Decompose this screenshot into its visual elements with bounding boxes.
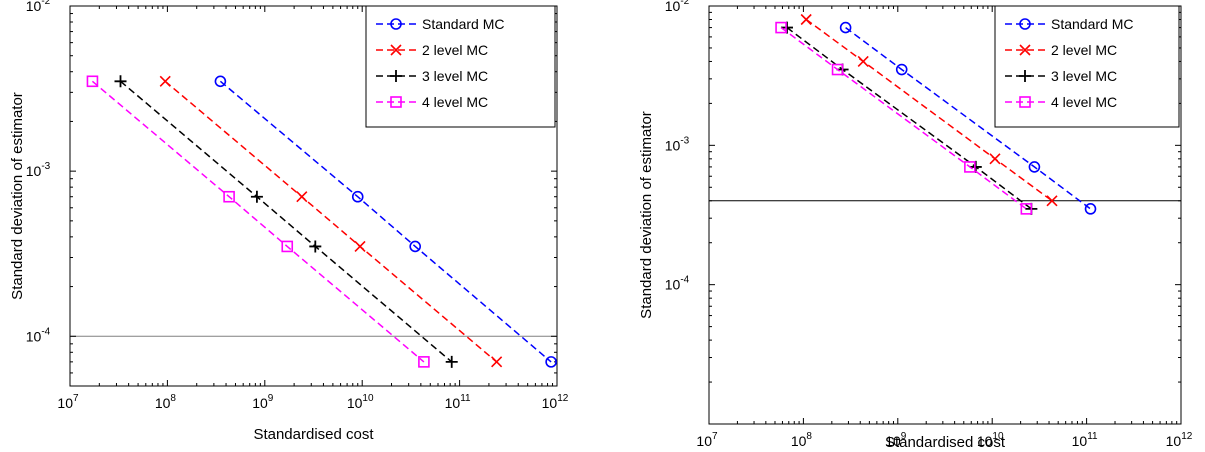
legend-item: 4 level MC <box>376 94 488 110</box>
data-point <box>445 355 458 368</box>
y-axis-label: Standard deviation of estimator <box>9 92 26 300</box>
data-point <box>409 240 421 253</box>
legend-marker <box>390 96 402 108</box>
data-point <box>296 191 308 203</box>
legend-marker <box>390 70 402 82</box>
series-line <box>164 80 498 363</box>
data-point <box>351 190 364 203</box>
data-point <box>86 75 99 88</box>
series-line <box>91 80 425 363</box>
x-tick-label: 108 <box>155 393 177 411</box>
data-point <box>1084 203 1097 215</box>
data-point <box>989 153 1001 165</box>
legend-item: Standard MC <box>376 16 504 32</box>
x-tick-label: 1010 <box>977 431 1004 449</box>
data-point <box>545 356 557 368</box>
series-4-level-mc <box>86 75 430 368</box>
data-point <box>839 21 852 34</box>
series-line <box>845 26 1091 210</box>
data-point <box>831 63 844 76</box>
series-3-level-mc <box>114 75 458 368</box>
x-tick-label: 1011 <box>1072 431 1098 449</box>
legend-item: 3 level MC <box>376 68 488 84</box>
data-point <box>114 75 127 88</box>
x-tick-label: 1011 <box>445 393 471 411</box>
legend-item: Standard MC <box>1005 16 1133 32</box>
legend-marker <box>390 44 402 56</box>
data-point <box>969 160 982 173</box>
series-line <box>786 27 1032 210</box>
legend: Standard MC 2 level MC 3 level MC 4 level M… <box>994 5 1180 128</box>
y-tick-label: 10-2 <box>665 0 690 14</box>
data-point <box>491 356 503 368</box>
data-point <box>418 356 430 368</box>
x-axis-label: Standardised cost <box>885 434 1006 451</box>
legend-item: 3 level MC <box>1005 68 1117 84</box>
legend-label: 4 level MC <box>1051 94 1117 110</box>
legend-marker <box>1019 70 1031 82</box>
data-point <box>309 240 322 253</box>
x-axis-label: Standardised cost <box>253 426 374 443</box>
y-tick-label: 10-3 <box>26 161 51 179</box>
data-point <box>964 161 976 173</box>
legend-label: 4 level MC <box>422 94 488 110</box>
legend-label: 3 level MC <box>422 68 488 84</box>
x-tick-label: 107 <box>696 431 718 449</box>
data-point <box>1028 161 1041 173</box>
data-point <box>354 240 366 253</box>
data-point <box>214 75 227 88</box>
data-point <box>159 75 171 87</box>
y-tick-label: 10-4 <box>665 275 690 293</box>
y-tick-label: 10-4 <box>26 326 51 344</box>
data-point <box>1046 195 1058 207</box>
series-4-level-mc <box>775 21 1033 215</box>
series-line <box>120 80 453 363</box>
legend-marker <box>390 18 402 30</box>
series-line <box>219 80 552 363</box>
left-chart: 107 108 109 1010 1011 1012 10-4 10-3 10-2 Standar… <box>9 0 569 443</box>
legend-marker <box>1019 18 1031 30</box>
legend-marker <box>1019 96 1031 108</box>
x-tick-label: 1010 <box>347 393 374 411</box>
legend-item: 2 level MC <box>1005 42 1117 58</box>
y-tick-label: 10-2 <box>26 0 51 14</box>
data-point <box>250 190 263 203</box>
data-point <box>1020 203 1033 215</box>
series-line <box>780 26 1027 210</box>
legend-label: 2 level MC <box>422 42 488 58</box>
data-point <box>780 21 793 34</box>
series-2-level-mc <box>800 13 1058 207</box>
legend-item: 4 level MC <box>1005 94 1117 110</box>
data-point <box>895 63 908 76</box>
data-point <box>857 55 869 68</box>
legend-label: 2 level MC <box>1051 42 1117 58</box>
data-point <box>775 21 787 34</box>
data-point <box>281 240 294 253</box>
series-2-level-mc <box>159 75 503 368</box>
legend-label: 3 level MC <box>1051 68 1117 84</box>
legend-label: Standard MC <box>1051 16 1133 32</box>
series-standard-mc <box>839 21 1097 215</box>
legend-label: Standard MC <box>422 16 504 32</box>
legend: Standard MC 2 level MC 3 level MC 4 level M… <box>365 5 556 128</box>
x-tick-label: 107 <box>57 393 79 411</box>
y-axis-label: Standard deviation of estimator <box>638 111 655 319</box>
right-chart: 107 108 109 1010 1011 1012 10-4 10-3 10-2 Standar… <box>638 0 1193 451</box>
x-tick-label: 1012 <box>1166 431 1193 449</box>
series-standard-mc <box>214 75 557 368</box>
x-tick-label: 109 <box>885 431 907 449</box>
legend-item: 2 level MC <box>376 42 488 58</box>
data-point <box>800 13 812 26</box>
y-tick-label: 10-3 <box>665 135 690 153</box>
data-point <box>223 190 235 203</box>
x-tick-label: 108 <box>791 431 813 449</box>
x-tick-label: 1012 <box>542 393 569 411</box>
series-line <box>805 18 1053 202</box>
legend-marker <box>1019 44 1031 56</box>
x-tick-label: 109 <box>252 393 274 411</box>
